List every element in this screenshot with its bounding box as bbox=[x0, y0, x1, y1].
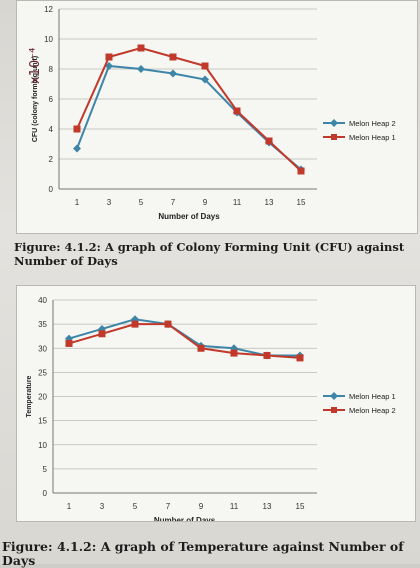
cfu-x-tick-label: 5 bbox=[139, 198, 144, 207]
cfu-series-line-2 bbox=[76, 46, 302, 172]
cfu-y-axis-title: CFU (colony forming unit) bbox=[32, 56, 39, 142]
cfu-point bbox=[105, 53, 113, 61]
cfu-legend-label: Melon Heap 2 bbox=[349, 119, 396, 128]
temp-point bbox=[230, 349, 238, 357]
temp-y-tick-label: 20 bbox=[38, 393, 47, 402]
temp-legend-label: Melon Heap 1 bbox=[349, 392, 396, 401]
cfu-point bbox=[137, 65, 145, 73]
cfu-point bbox=[137, 44, 145, 52]
cfu-point bbox=[105, 62, 113, 70]
cfu-point bbox=[201, 62, 209, 70]
cfu-x-axis-title: Number of Days bbox=[158, 212, 220, 221]
temp-y-tick-label: 30 bbox=[38, 344, 47, 353]
temp-series-line-2 bbox=[68, 323, 301, 359]
temp-y-tick-label: 10 bbox=[38, 441, 47, 450]
temp-point bbox=[98, 330, 106, 338]
cfu-x-tick-label: 3 bbox=[107, 198, 112, 207]
temp-legend-marker bbox=[330, 392, 338, 400]
temp-point bbox=[197, 344, 205, 352]
temp-point bbox=[98, 324, 106, 333]
temp-x-tick-label: 7 bbox=[166, 502, 171, 511]
cfu-y-tick-label: 2 bbox=[49, 155, 54, 164]
temp-y-tick-label: 15 bbox=[38, 417, 47, 426]
cfu-y-tick-label: 12 bbox=[44, 5, 53, 14]
temp-x-tick-label: 13 bbox=[263, 502, 272, 511]
temp-legend-label: Melon Heap 2 bbox=[349, 406, 396, 415]
temperature-chart: 0 5 10 15 20 25 30 35 40 1 3 5 7 9 11 13 15 Number of Day… bbox=[16, 285, 416, 525]
temp-point bbox=[65, 334, 73, 343]
cfu-y-tick-label: 6 bbox=[49, 95, 54, 104]
cfu-point bbox=[73, 144, 81, 153]
cfu-x-tick-label: 9 bbox=[203, 198, 208, 207]
cfu-chart: 0 2 4 6 8 10 12 1 3 5 7 9 11 13 15 Number of Days CFU (c… bbox=[16, 0, 418, 234]
cfu-point bbox=[169, 53, 177, 61]
cfu-y-tick-label: 10 bbox=[44, 35, 53, 44]
temp-y-tick-label: 40 bbox=[38, 296, 47, 305]
cfu-x-tick-label: 11 bbox=[233, 198, 242, 207]
temp-x-tick-label: 5 bbox=[133, 502, 138, 511]
temp-x-tick-label: 9 bbox=[199, 502, 204, 511]
cfu-x-tick-label: 13 bbox=[265, 198, 274, 207]
cfu-y-tick-label: 0 bbox=[49, 185, 54, 194]
temp-y-tick-label: 25 bbox=[38, 368, 47, 377]
temp-x-tick-label: 3 bbox=[100, 502, 105, 511]
temp-legend-marker bbox=[331, 407, 337, 413]
handwritten-annotation: x10⁻⁴ bbox=[28, 47, 43, 84]
temp-x-tick-label: 15 bbox=[296, 502, 305, 511]
cfu-x-tick-label: 15 bbox=[297, 198, 306, 207]
cfu-point bbox=[297, 167, 305, 175]
cfu-point bbox=[73, 125, 81, 133]
temp-point bbox=[65, 339, 73, 347]
temp-x-tick-label: 1 bbox=[67, 502, 72, 511]
temp-y-axis-title: Temperature bbox=[26, 375, 33, 417]
temp-y-tick-label: 0 bbox=[43, 489, 48, 498]
cfu-x-tick-label: 1 bbox=[75, 198, 80, 207]
temp-point bbox=[296, 354, 304, 362]
temp-y-tick-label: 35 bbox=[38, 320, 47, 329]
temp-point bbox=[164, 320, 172, 328]
temp-point bbox=[131, 320, 139, 328]
temp-x-tick-label: 11 bbox=[230, 502, 239, 511]
temp-y-tick-label: 5 bbox=[43, 465, 48, 474]
cfu-y-tick-label: 8 bbox=[49, 65, 54, 74]
cfu-point bbox=[265, 137, 273, 145]
cfu-point bbox=[201, 75, 209, 84]
cfu-legend-marker bbox=[330, 119, 338, 127]
figure-caption-cfu: Figure: 4.1.2: A graph of Colony Forming… bbox=[14, 240, 405, 268]
cfu-point bbox=[169, 69, 177, 78]
cfu-legend-label: Melon Heap 1 bbox=[349, 133, 396, 142]
temp-point bbox=[263, 351, 271, 359]
cfu-x-tick-label: 7 bbox=[171, 198, 176, 207]
cfu-y-tick-label: 4 bbox=[49, 125, 54, 134]
cfu-point bbox=[233, 107, 241, 115]
cfu-legend-marker bbox=[331, 134, 337, 140]
temp-x-axis-title: Number of Days bbox=[154, 516, 216, 521]
cfu-series-line-1 bbox=[76, 64, 302, 171]
